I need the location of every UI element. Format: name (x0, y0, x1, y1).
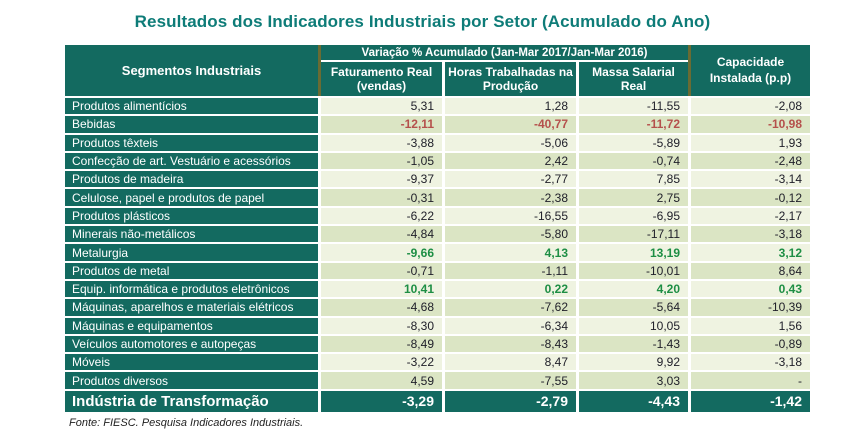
value-cell: 4,59 (321, 372, 442, 389)
value-cell: 13,19 (579, 244, 688, 261)
value-cell: 8,64 (691, 262, 810, 279)
segment-label: Móveis (65, 354, 318, 371)
value-cell: -2,77 (445, 171, 576, 188)
segment-label: Produtos diversos (65, 372, 318, 389)
segment-label: Produtos de madeira (65, 171, 318, 188)
value-cell: -5,80 (445, 226, 576, 243)
value-cell: 5,31 (321, 98, 442, 115)
value-cell: -9,37 (321, 171, 442, 188)
value-cell: -5,64 (579, 299, 688, 316)
value-cell: -10,98 (691, 116, 810, 133)
value-cell: -0,74 (579, 152, 688, 170)
value-cell: -4,84 (321, 226, 442, 243)
value-cell: -6,95 (579, 207, 688, 225)
segment-label: Veículos automotores e autopeças (65, 335, 318, 353)
value-cell: -0,71 (321, 262, 442, 279)
value-cell: 2,42 (445, 152, 576, 170)
value-cell: -2,08 (691, 98, 810, 115)
segment-label: Equip. informática e produtos eletrônico… (65, 280, 318, 298)
value-cell: -10,01 (579, 262, 688, 279)
total-row-value: -2,79 (445, 390, 576, 412)
value-cell: -7,62 (445, 299, 576, 316)
value-cell: -3,22 (321, 354, 442, 371)
value-cell: 8,47 (445, 354, 576, 371)
segment-label: Produtos alimentícios (65, 98, 318, 115)
value-cell: 0,43 (691, 280, 810, 298)
segment-label: Máquinas e equipamentos (65, 317, 318, 334)
value-cell: -2,17 (691, 207, 810, 225)
total-row-value: -1,42 (691, 390, 810, 412)
value-cell: 10,05 (579, 317, 688, 334)
value-cell: 0,22 (445, 280, 576, 298)
value-cell: 1,56 (691, 317, 810, 334)
value-cell: -8,43 (445, 335, 576, 353)
value-cell: -0,31 (321, 189, 442, 206)
value-cell: -3,88 (321, 134, 442, 151)
column-header-capacidade: Capacidade Instalada (p.p) (691, 45, 810, 96)
value-cell: 1,93 (691, 134, 810, 151)
value-cell: 3,12 (691, 244, 810, 261)
variation-group-header: Variação % Acumulado (Jan-Mar 2017/Jan-M… (321, 45, 688, 60)
value-cell: -7,55 (445, 372, 576, 389)
value-cell: 9,92 (579, 354, 688, 371)
segment-label: Produtos plásticos (65, 207, 318, 225)
segment-label: Bebidas (65, 116, 318, 133)
total-row-label: Indústria de Transformação (65, 390, 318, 412)
value-cell: -16,55 (445, 207, 576, 225)
value-cell: 2,75 (579, 189, 688, 206)
value-cell: -9,66 (321, 244, 442, 261)
segment-label: Confecção de art. Vestuário e acessórios (65, 152, 318, 170)
segment-label: Minerais não-metálicos (65, 226, 318, 243)
value-cell: -6,22 (321, 207, 442, 225)
value-cell: -8,49 (321, 335, 442, 353)
value-cell: -2,38 (445, 189, 576, 206)
segment-label: Metalurgia (65, 244, 318, 261)
value-cell: -4,68 (321, 299, 442, 316)
value-cell: -3,18 (691, 226, 810, 243)
value-cell: 7,85 (579, 171, 688, 188)
value-cell: -6,34 (445, 317, 576, 334)
page-title: Resultados dos Indicadores Industriais p… (134, 12, 711, 31)
header-divider-right (688, 45, 691, 96)
column-header-faturamento: Faturamento Real (vendas) (321, 62, 442, 96)
value-cell: 4,20 (579, 280, 688, 298)
segments-column-header: Segmentos Industriais (65, 45, 318, 96)
value-cell: -10,39 (691, 299, 810, 316)
value-cell: -11,72 (579, 116, 688, 133)
value-cell: -3,18 (691, 354, 810, 371)
value-cell: 10,41 (321, 280, 442, 298)
column-header-horas: Horas Trabalhadas na Produção (445, 62, 576, 96)
total-row-value: -3,29 (321, 390, 442, 412)
header-divider-left (318, 45, 321, 96)
value-cell: -0,12 (691, 189, 810, 206)
value-cell: 3,03 (579, 372, 688, 389)
segment-label: Máquinas, aparelhos e materiais elétrico… (65, 299, 318, 316)
value-cell: -11,55 (579, 98, 688, 115)
column-header-massa: Massa Salarial Real (579, 62, 688, 96)
segment-label: Produtos de metal (65, 262, 318, 279)
value-cell: -1,05 (321, 152, 442, 170)
value-cell: -17,11 (579, 226, 688, 243)
value-cell: - (691, 372, 810, 389)
segment-label: Celulose, papel e produtos de papel (65, 189, 318, 206)
value-cell: -5,89 (579, 134, 688, 151)
value-cell: -5,06 (445, 134, 576, 151)
value-cell: -2,48 (691, 152, 810, 170)
total-row-value: -4,43 (579, 390, 688, 412)
value-cell: -1,43 (579, 335, 688, 353)
value-cell: -8,30 (321, 317, 442, 334)
value-cell: 1,28 (445, 98, 576, 115)
value-cell: -12,11 (321, 116, 442, 133)
segment-label: Produtos têxteis (65, 134, 318, 151)
source-note: Fonte: FIESC. Pesquisa Indicadores Indus… (69, 417, 304, 429)
value-cell: -0,89 (691, 335, 810, 353)
value-cell: -40,77 (445, 116, 576, 133)
value-cell: -1,11 (445, 262, 576, 279)
indicators-table: Segmentos Industriais Variação % Acumula… (65, 45, 810, 412)
value-cell: 4,13 (445, 244, 576, 261)
value-cell: -3,14 (691, 171, 810, 188)
